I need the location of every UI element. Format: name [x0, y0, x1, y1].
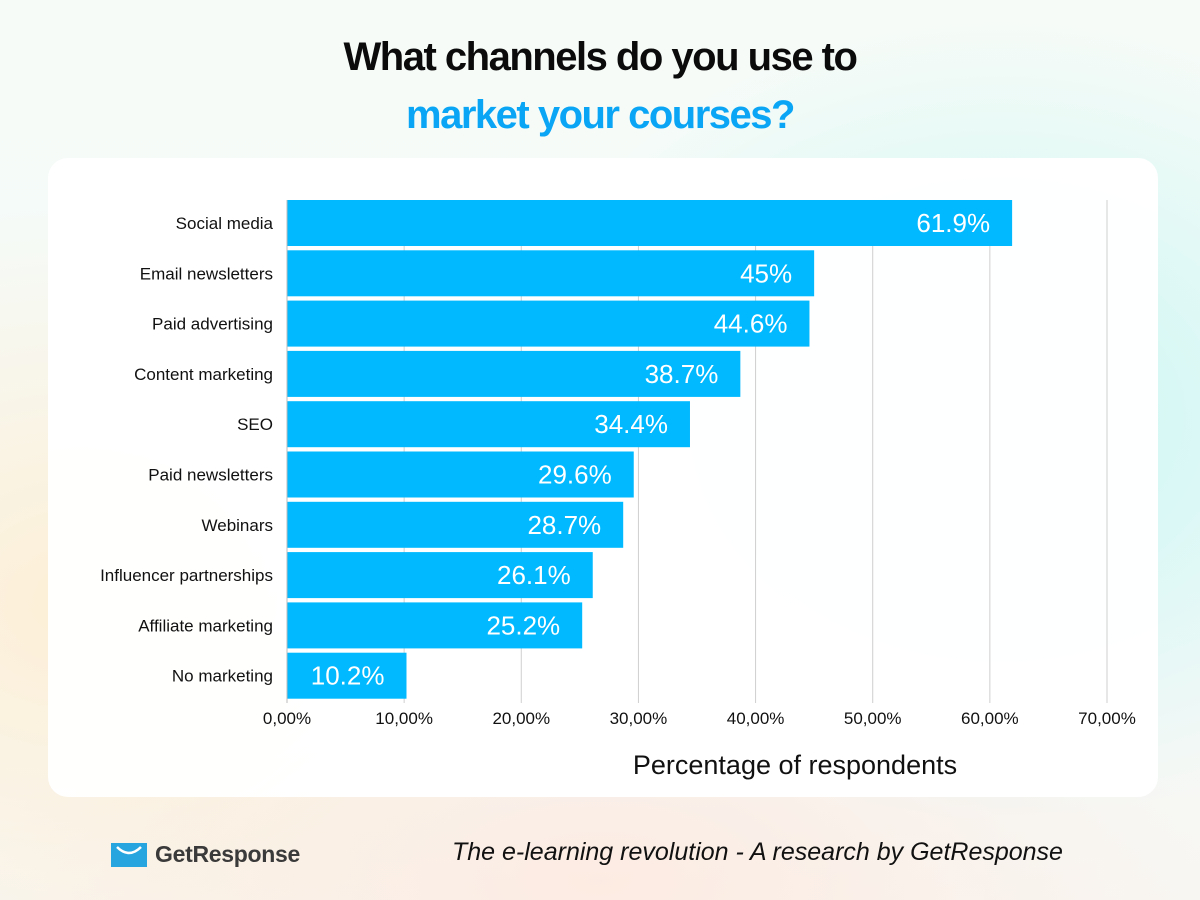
data-label: 10.2%: [311, 661, 385, 691]
data-label: 29.6%: [538, 460, 612, 490]
bar: [287, 300, 810, 347]
bar: [287, 652, 407, 699]
category-label: Webinars: [202, 516, 274, 535]
logo-text: GetResponse: [155, 841, 300, 867]
data-label: 45%: [740, 258, 792, 288]
data-label: 61.9%: [916, 208, 990, 238]
chart-title-line1: What channels do you use to: [343, 35, 858, 79]
category-label: Affiliate marketing: [138, 616, 273, 635]
getresponse-logo: GetResponse: [111, 841, 300, 868]
data-label: 38.7%: [645, 359, 719, 389]
category-label: Social media: [176, 214, 274, 233]
data-label: 25.2%: [486, 610, 560, 640]
bar: [287, 602, 583, 649]
chart-title-line2: market your courses?: [406, 93, 795, 137]
bar: [287, 501, 624, 548]
bar: [287, 401, 690, 448]
x-tick-label: 0,00%: [263, 709, 311, 728]
category-label: Paid newsletters: [148, 466, 273, 485]
x-tick-label: 20,00%: [492, 709, 550, 728]
category-label: No marketing: [172, 667, 273, 686]
x-axis-title: Percentage of respondents: [633, 750, 957, 780]
x-tick-label: 70,00%: [1078, 709, 1136, 728]
bar: [287, 350, 741, 397]
data-label: 28.7%: [527, 510, 601, 540]
data-label: 34.4%: [594, 409, 668, 439]
data-label: 26.1%: [497, 560, 571, 590]
x-tick-label: 40,00%: [727, 709, 785, 728]
category-label: Content marketing: [134, 365, 273, 384]
bar: [287, 200, 1013, 246]
category-label: Email newsletters: [140, 264, 273, 283]
data-label: 44.6%: [714, 309, 788, 339]
envelope-logo-icon: [111, 842, 147, 867]
bar: [287, 451, 634, 498]
category-label: SEO: [237, 415, 273, 434]
x-tick-label: 10,00%: [375, 709, 433, 728]
x-tick-label: 60,00%: [961, 709, 1019, 728]
source-credit: The e-learning revolution - A research b…: [452, 838, 1063, 866]
bar: [287, 250, 815, 297]
x-tick-label: 30,00%: [610, 709, 668, 728]
category-label: Paid advertising: [152, 315, 273, 334]
x-tick-label: 50,00%: [844, 709, 902, 728]
bar: [287, 552, 593, 599]
category-label: Influencer partnerships: [100, 566, 273, 585]
